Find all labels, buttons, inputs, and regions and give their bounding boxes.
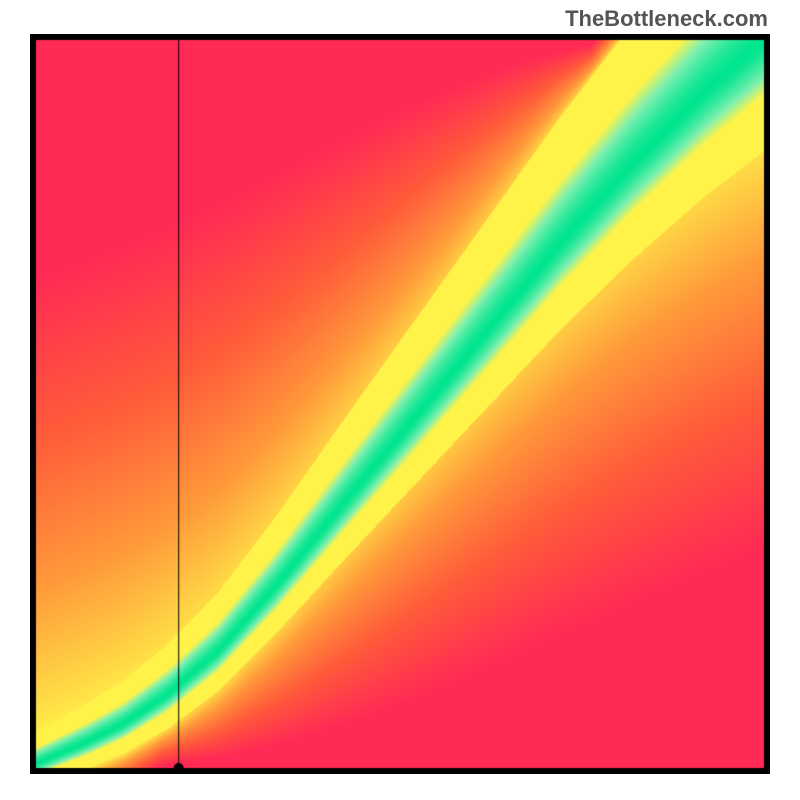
bottleneck-heatmap — [30, 34, 770, 774]
attribution-text: TheBottleneck.com — [565, 6, 768, 32]
heatmap-container — [30, 34, 770, 774]
